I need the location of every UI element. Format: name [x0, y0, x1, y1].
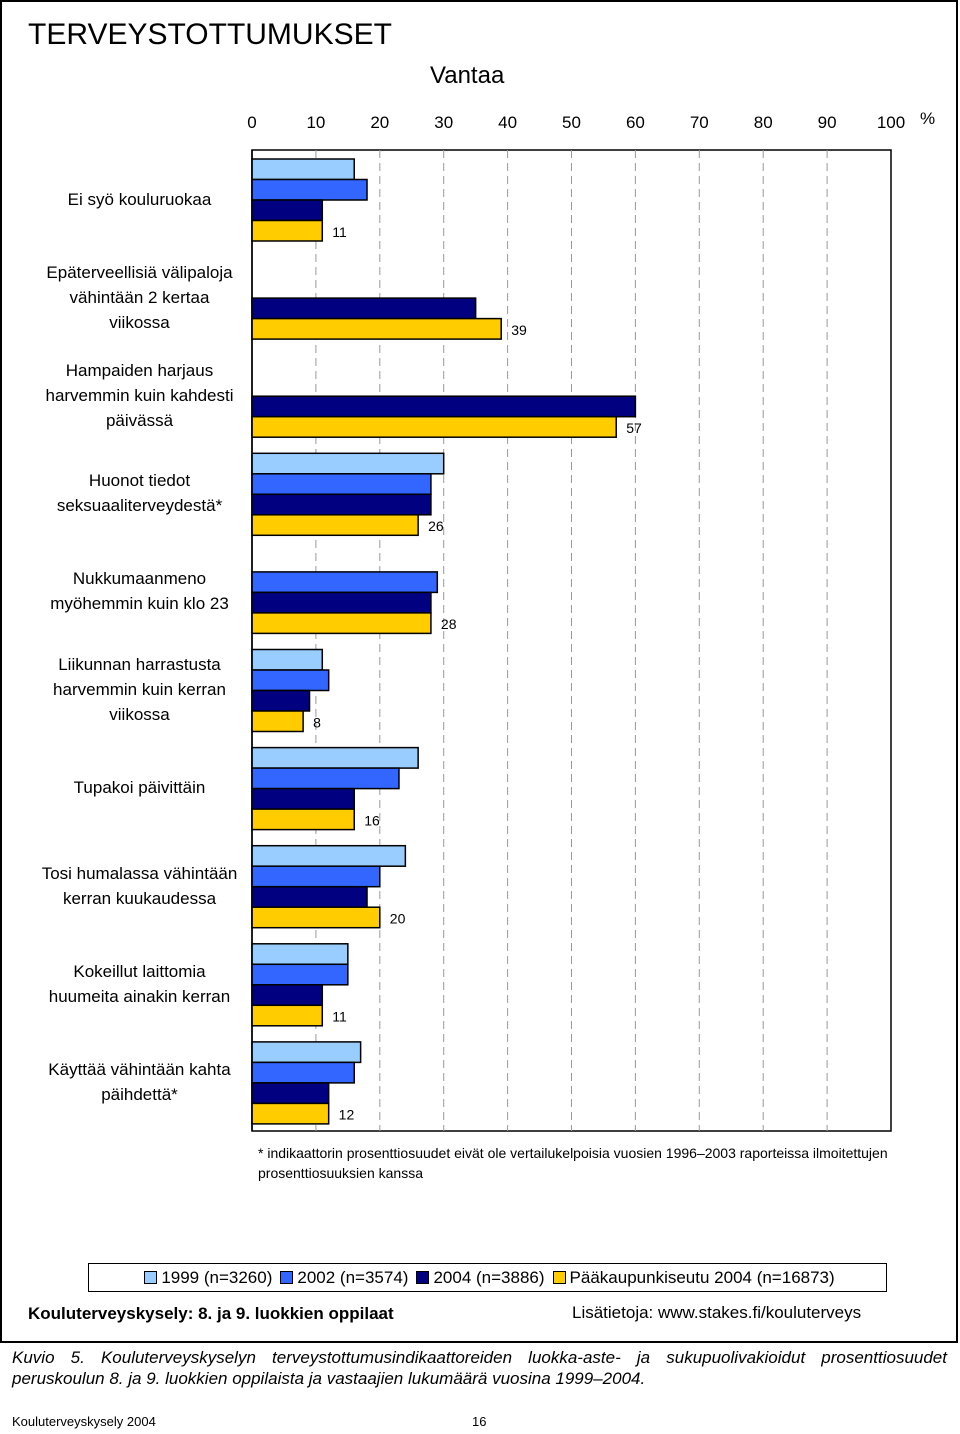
- x-tick-label: 40: [498, 113, 517, 132]
- bar: [251, 452, 445, 475]
- bar: [251, 297, 477, 320]
- chart-subtitle: Vantaa: [430, 62, 505, 89]
- bar: [251, 943, 349, 966]
- legend: 1999 (n=3260) 2002 (n=3574) 2004 (n=3886) P…: [88, 1263, 887, 1292]
- data-label: 11: [332, 1009, 347, 1025]
- bar: [251, 1061, 355, 1084]
- category-label: Tosi humalassa vähintään kerran kuukaude…: [41, 863, 238, 908]
- legend-label: 2002 (n=3574): [297, 1267, 409, 1287]
- legend-swatch: [552, 1271, 566, 1284]
- legend-label: 2004 (n=3886): [433, 1267, 545, 1287]
- bar: [251, 689, 311, 712]
- bar: [251, 1004, 324, 1027]
- legend-swatch: [416, 1271, 430, 1284]
- data-label: 12: [339, 1107, 355, 1123]
- bar: [251, 493, 432, 516]
- page-number: 16: [472, 1414, 487, 1429]
- x-tick-label: 20: [370, 113, 389, 132]
- category-label: Huonot tiedot seksuaaliterveydestä*: [56, 471, 223, 516]
- bar: [251, 514, 419, 537]
- legend-label: 1999 (n=3260): [161, 1267, 273, 1287]
- bar: [251, 710, 304, 733]
- bar: [251, 571, 439, 594]
- bar: [251, 669, 330, 692]
- bar: [251, 158, 355, 181]
- bar: [251, 415, 617, 438]
- category-label: Hampaiden harjaus harvemmin kuin kahdest…: [45, 360, 234, 430]
- footer-label: Kouluterveyskysely 2004: [12, 1414, 156, 1429]
- bar: [251, 963, 349, 986]
- bar: [251, 865, 381, 888]
- data-label: 8: [313, 714, 321, 730]
- source: Kouluterveyskysely: 8. ja 9. luokkien op…: [28, 1304, 394, 1323]
- data-label: 11: [332, 224, 347, 240]
- caption: Kuvio 5. Kouluterveyskyselyn terveystott…: [12, 1348, 947, 1388]
- x-tick-label: 30: [434, 113, 453, 132]
- data-label: 28: [441, 616, 457, 632]
- info: Lisätietoja: www.stakes.fi/kouluterveys: [572, 1303, 862, 1322]
- bar: [251, 746, 419, 769]
- bar: [251, 648, 324, 671]
- x-tick-label: 60: [626, 113, 645, 132]
- unit-label: %: [920, 109, 935, 128]
- x-tick-label: 50: [562, 113, 581, 132]
- bar: [251, 395, 637, 418]
- data-label: 20: [390, 910, 406, 926]
- x-tick-label: 90: [818, 113, 837, 132]
- data-label: 16: [364, 812, 380, 828]
- bar: [251, 199, 324, 222]
- bar: [251, 612, 432, 635]
- data-label: 26: [428, 518, 444, 534]
- category-label: Kokeillut laittomia huumeita ainakin ker…: [48, 961, 231, 1006]
- bar: [251, 1102, 330, 1125]
- bar: [251, 808, 355, 831]
- bar: [251, 317, 502, 340]
- data-label: 57: [626, 420, 642, 436]
- bar: [251, 178, 368, 201]
- bar: [251, 767, 400, 790]
- bar: [251, 473, 432, 496]
- category-label: Nukkumaanmeno myöhemmin kuin klo 23: [50, 569, 229, 614]
- category-label: Käyttää vähintään kahta päihdettä*: [48, 1059, 231, 1104]
- category-label: Tupakoi päivittäin: [73, 778, 206, 798]
- bar: [251, 906, 381, 929]
- bar: [251, 1041, 362, 1064]
- legend-label: Pääkaupunkiseutu 2004 (n=16873): [569, 1267, 835, 1287]
- bar: [251, 885, 368, 908]
- x-tick-label: 80: [754, 113, 773, 132]
- legend-swatch: [280, 1271, 294, 1284]
- x-tick-label: 0: [247, 113, 256, 132]
- footnote: * indikaattorin prosenttiosuudet eivät o…: [258, 1145, 888, 1181]
- x-tick-label: 100: [877, 113, 905, 132]
- figure-frame: [0, 0, 958, 1343]
- bar: [251, 984, 324, 1007]
- data-label: 39: [511, 322, 527, 338]
- category-label: Liikunnan harrastusta harvemmin kuin ker…: [53, 655, 226, 724]
- bar: [251, 844, 407, 867]
- bar: [251, 787, 355, 810]
- bar: [251, 219, 324, 242]
- bar: [251, 1082, 330, 1105]
- x-tick-label: 70: [690, 113, 709, 132]
- category-label: Epäterveellisiä välipaloja vähintään 2 k…: [46, 262, 233, 332]
- category-label: Ei syö kouluruokaa: [67, 189, 212, 209]
- x-tick-label: 10: [306, 113, 325, 132]
- chart-title: TERVEYSTOTTUMUKSET: [28, 18, 392, 51]
- bar: [251, 591, 432, 614]
- legend-swatch: [144, 1271, 158, 1284]
